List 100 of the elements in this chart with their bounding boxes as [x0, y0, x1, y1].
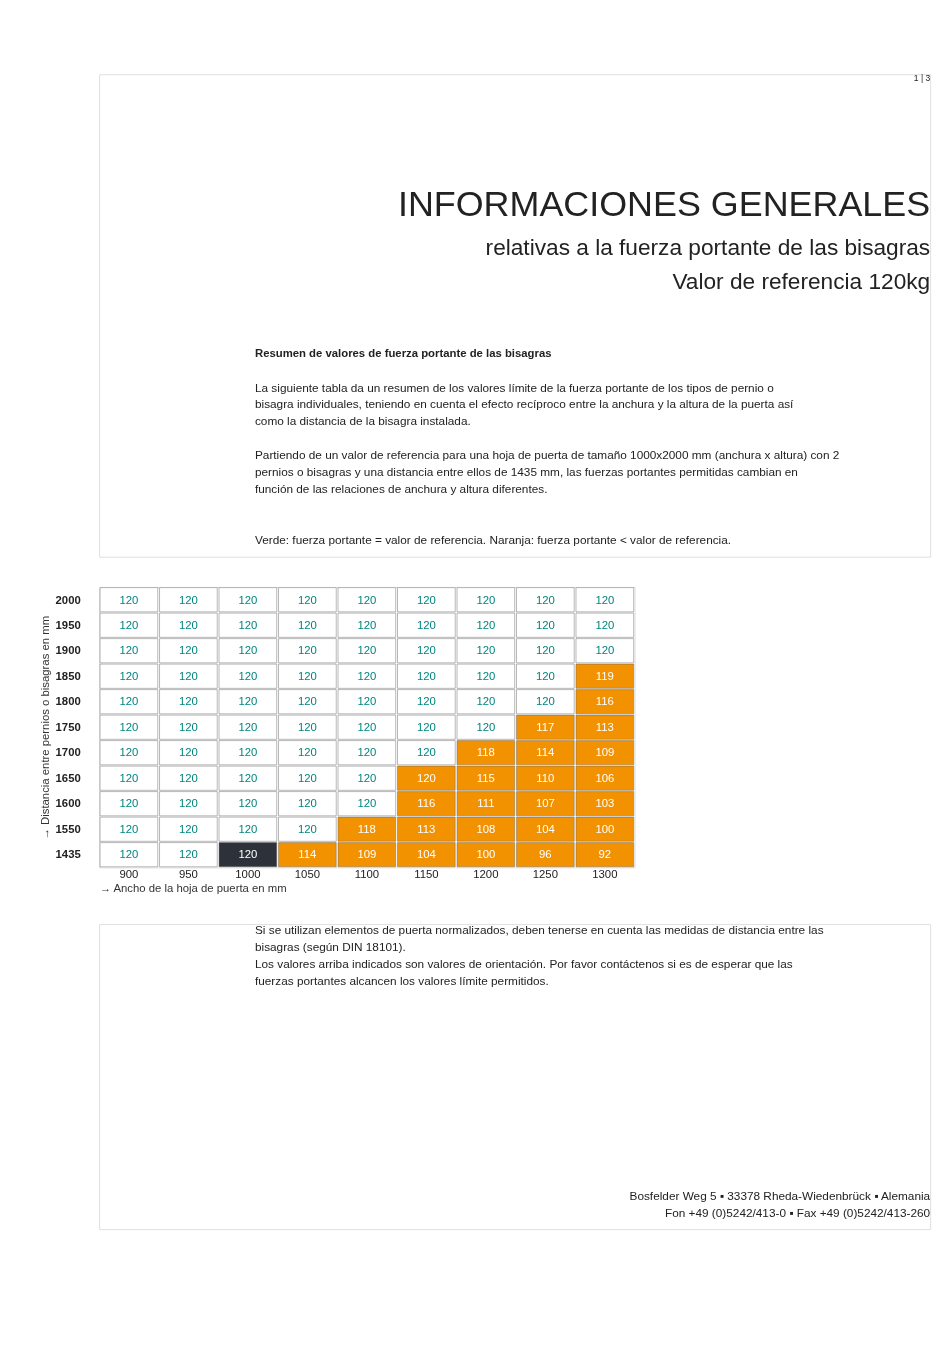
data-label: 120	[416, 619, 436, 631]
data-label: 120	[357, 797, 377, 810]
data-label: 104	[416, 848, 436, 861]
data-label: 120	[119, 644, 139, 657]
data-label: 120	[178, 695, 198, 708]
data-label: 120	[238, 746, 258, 759]
data-label: 120	[416, 720, 436, 733]
data-label: 120	[416, 746, 436, 759]
data-label: 120	[119, 593, 139, 606]
data-label: 120	[595, 593, 615, 606]
x-tick-label: 1100	[354, 868, 380, 881]
data-label: 120	[357, 644, 377, 657]
x-tick-label: 1150	[414, 868, 439, 881]
data-label: 120	[357, 720, 377, 733]
data-label: 120	[119, 720, 139, 733]
text: Partiendo de un valor de referencia para una hoja de puerta de tamaño 1000x2000 mm (anchura x altura) con 2 pernios o bisagras y una distancia entre ellos de 1435 mm, las fuerzas portantes permitidas cambian en función de las relaciones de anchura y altura diferentes.	[254, 448, 840, 497]
data-label: 120	[178, 644, 198, 657]
x-tick-label: 900	[119, 868, 139, 881]
data-label: 120	[595, 619, 615, 631]
data-label: 120	[297, 593, 317, 606]
data-label: 106	[595, 771, 615, 784]
data-label: 120	[178, 848, 198, 861]
y-tick-label: 1600	[55, 797, 81, 810]
data-label: 114	[298, 848, 317, 861]
data-label: 100	[476, 848, 496, 861]
data-label: 120	[476, 670, 496, 682]
data-label: 120	[535, 644, 555, 657]
text: La siguiente tabla da un resumen de los valores límite de la fuerza portante de los tipos de pernio o bisagra individuales, teniendo en cuenta el efecto recíproco entre la anchura y la altura de la puerta así como la distancia de la bisagra instalada.	[254, 380, 795, 429]
data-label: 120	[297, 822, 317, 835]
y-tick-label: 1650	[55, 771, 81, 784]
chart-title: INFORMACIONES GENERALES	[397, 183, 931, 224]
data-label: 120	[178, 670, 198, 682]
data-label: 120	[297, 670, 317, 682]
data-label: 120	[119, 695, 139, 708]
x-tick-label: 1200	[473, 868, 499, 881]
data-label: 107	[535, 797, 555, 810]
x-tick-label: 1250	[532, 868, 558, 881]
data-label: 120	[178, 619, 198, 631]
data-label: 111	[477, 797, 495, 810]
data-label: 117	[536, 720, 555, 733]
data-label: 116	[595, 695, 614, 708]
data-label: 120	[416, 644, 436, 657]
text: Si se utilizan elementos de puerta normalizados, deben tenerse en cuenta las medidas de distancia entre las bisagras (según DIN 18101).	[254, 922, 824, 954]
data-label: 120	[238, 797, 258, 810]
data-label: 120	[119, 848, 139, 861]
data-label: 120	[119, 797, 139, 810]
data-label: 120	[476, 619, 496, 631]
text: Resumen de valores de fuerza portante de las bisagras	[254, 346, 552, 359]
data-label: 120	[535, 670, 555, 682]
data-label: 120	[357, 619, 377, 631]
data-label: 119	[595, 670, 614, 682]
data-label: 113	[417, 822, 436, 835]
y-axis-title: → Distancia entre pernios o bisagras en mm	[38, 615, 51, 840]
data-label: 120	[178, 822, 198, 835]
x-axis-title: → Ancho de la hoja de puerta en mm	[99, 882, 287, 895]
text: 1 | 3	[913, 72, 931, 83]
data-label: 120	[238, 670, 258, 682]
data-label: 120	[416, 670, 436, 682]
data-label: 120	[416, 593, 436, 606]
y-tick-label: 1950	[55, 619, 81, 631]
data-label: 120	[357, 771, 377, 784]
data-label: 120	[238, 822, 258, 835]
y-tick-label: 1750	[55, 720, 81, 733]
data-label: 120	[238, 771, 258, 784]
data-label: 120	[297, 771, 317, 784]
data-label: 96	[539, 848, 552, 861]
data-label: 120	[119, 822, 139, 835]
y-tick-label: 1435	[55, 848, 81, 861]
data-label: 100	[595, 822, 615, 835]
data-label: 120	[297, 695, 317, 708]
data-label: 120	[119, 746, 139, 759]
data-label: 120	[535, 695, 555, 708]
data-label: 118	[476, 746, 495, 759]
data-label: 120	[416, 771, 436, 784]
data-label: 118	[357, 822, 376, 835]
data-label: 120	[476, 644, 496, 657]
data-label: 120	[357, 670, 377, 682]
data-label: 115	[476, 771, 495, 784]
x-tick-label: 950	[178, 868, 198, 881]
data-label: 120	[297, 797, 317, 810]
text: Fon +49 (0)5242/413-0 ▪ Fax +49 (0)5242/413-260	[664, 1205, 931, 1220]
data-label: 120	[416, 695, 436, 708]
y-tick-label: 2000	[55, 593, 81, 606]
data-label: 120	[357, 695, 377, 708]
data-label: 120	[595, 644, 615, 657]
text: Los valores arriba indicados son valores de orientación. Por favor contáctenos si es de esperar que las fuerzas portantes alcancen los valores límite permitidos.	[254, 956, 793, 988]
data-label: 120	[119, 771, 139, 784]
data-label: 120	[238, 848, 258, 861]
data-label: 120	[178, 720, 198, 733]
data-label: 120	[297, 644, 317, 657]
y-tick-label: 1800	[55, 695, 81, 708]
data-label: 114	[536, 746, 555, 759]
text: Bosfelder Weg 5 ▪ 33378 Rheda-Wiedenbrück ▪ Alemania	[629, 1188, 931, 1203]
data-label: 120	[178, 771, 198, 784]
y-tick-label: 1550	[55, 822, 81, 835]
data-label: 120	[238, 619, 258, 631]
data-label: 120	[178, 746, 198, 759]
text: relativas a la fuerza portante de las bisagras Valor de referencia 120kg	[485, 233, 931, 294]
data-label: 92	[598, 848, 612, 861]
text: Verde: fuerza portante = valor de referencia. Naranja: fuerza portante < valor de referencia.	[254, 533, 732, 548]
